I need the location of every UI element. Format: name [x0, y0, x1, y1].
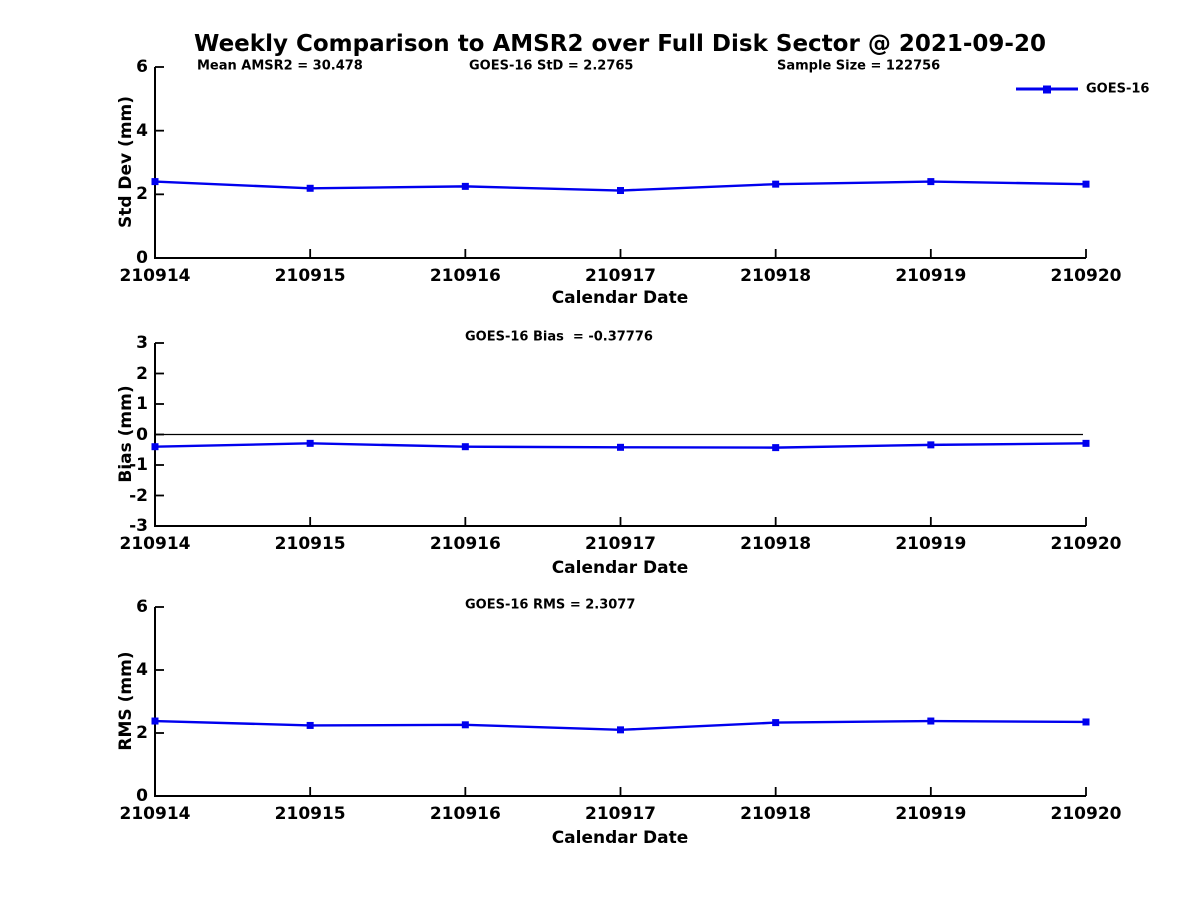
x-tick-label: 210920	[1050, 534, 1122, 554]
axis-spines	[154, 67, 1086, 259]
data-point-marker	[461, 182, 469, 190]
y-tick-label: 2	[136, 723, 148, 743]
data-point-marker	[617, 726, 624, 734]
x-tick-label: 210915	[274, 534, 346, 554]
data-point-marker	[1082, 439, 1090, 447]
annotation: GOES-16 Bias = -0.37776	[465, 329, 653, 345]
x-tick-label: 210916	[429, 266, 501, 286]
y-tick-label: 6	[136, 597, 148, 617]
annotation: Sample Size = 122756	[777, 58, 941, 74]
annotation: Mean AMSR2 = 30.478	[197, 58, 363, 74]
x-tick-label: 210915	[274, 804, 346, 824]
data-point-marker	[927, 441, 935, 449]
x-tick-label: 210914	[119, 804, 191, 824]
page-title: Weekly Comparison to AMSR2 over Full Dis…	[194, 31, 1046, 57]
y-tick-label: 4	[136, 660, 148, 680]
x-tick-label: 210918	[740, 534, 812, 554]
y-tick-label: -1	[129, 455, 148, 475]
y-tick-label: -2	[129, 485, 148, 506]
data-point-marker	[927, 178, 935, 186]
x-tick-label: 210918	[740, 266, 812, 286]
data-point-marker	[151, 443, 159, 451]
data-point-marker	[306, 439, 314, 447]
y-tick-label: 3	[136, 333, 148, 353]
x-tick-label: 210920	[1050, 266, 1122, 286]
x-tick-label: 210914	[119, 266, 191, 286]
y-tick-label: 0	[136, 248, 148, 268]
data-point-marker	[461, 721, 469, 729]
data-point-marker	[772, 180, 780, 188]
x-tick-label: 210916	[429, 534, 501, 554]
data-point-marker	[151, 717, 159, 725]
data-point-marker	[617, 187, 624, 195]
axis-spines	[154, 607, 1086, 797]
y-tick-label: 2	[136, 184, 148, 205]
annotation: GOES-16 StD = 2.2765	[469, 58, 634, 74]
data-point-marker	[306, 721, 314, 729]
x-axis-label-std-dev: Calendar Date	[551, 288, 689, 308]
x-tick-label: 210919	[895, 534, 967, 554]
data-point-marker	[151, 178, 159, 186]
legend-series-label: GOES-16	[1086, 81, 1150, 97]
x-tick-label: 210919	[895, 804, 967, 824]
data-point-marker	[1082, 718, 1090, 726]
data-point-marker	[306, 184, 314, 192]
y-tick-label: 2	[136, 363, 148, 384]
data-point-marker	[461, 443, 469, 451]
legend: GOES-16	[1016, 82, 1149, 97]
y-tick-label: 0	[136, 424, 148, 445]
x-tick-label: 210915	[274, 266, 346, 286]
data-point-marker	[617, 443, 624, 451]
x-tick-label: 210917	[585, 534, 656, 554]
x-tick-label: 210917	[585, 804, 656, 824]
data-point-marker	[927, 717, 935, 725]
y-tick-label: 6	[136, 57, 148, 77]
y-tick-label: 4	[136, 120, 148, 141]
y-tick-label: 0	[136, 786, 148, 806]
x-axis-label-bias: Calendar Date	[551, 558, 689, 578]
x-tick-label: 210917	[585, 266, 656, 286]
y-tick-label: 1	[136, 394, 148, 414]
y-tick-label: -3	[129, 516, 148, 536]
x-axis-label-rms: Calendar Date	[551, 828, 689, 848]
data-point-marker	[772, 444, 780, 452]
legend-line-sample	[1016, 85, 1078, 93]
legend-square-marker-icon	[1043, 85, 1051, 93]
x-tick-label: 210914	[119, 534, 191, 554]
data-point-marker	[772, 719, 780, 727]
y-axis-label-rms: RMS (mm)	[116, 651, 136, 751]
x-tick-label: 210918	[740, 804, 812, 824]
y-axis-label-std-dev: Std Dev (mm)	[116, 95, 136, 229]
x-tick-label: 210919	[895, 266, 967, 286]
x-tick-label: 210920	[1050, 804, 1122, 824]
x-tick-label: 210916	[429, 804, 501, 824]
data-point-marker	[1082, 180, 1090, 188]
annotation: GOES-16 RMS = 2.3077	[465, 597, 636, 613]
